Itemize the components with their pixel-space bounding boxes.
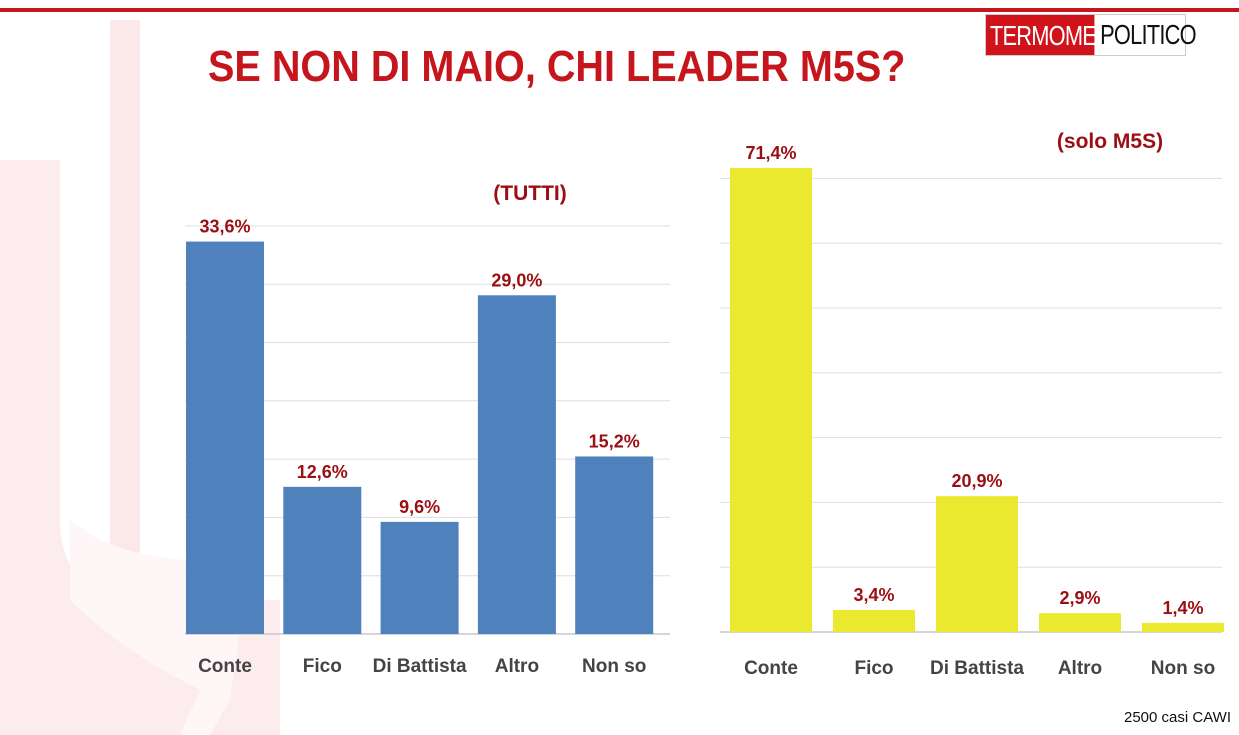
data-label: 1,4% — [1162, 598, 1203, 618]
bar-altro — [1039, 613, 1121, 632]
category-label: Di Battista — [373, 656, 467, 677]
bar-non-so — [1142, 622, 1224, 632]
data-label: 20,9% — [951, 471, 1002, 491]
category-label: Non so — [1151, 658, 1215, 679]
data-label: 2,9% — [1059, 588, 1100, 608]
category-label: Fico — [303, 656, 342, 677]
data-label: 33,6% — [199, 217, 250, 237]
bar-conte — [186, 241, 264, 634]
bar-fico — [283, 486, 362, 634]
chart-subtitle: (TUTTI) — [493, 182, 566, 205]
data-label: 12,6% — [297, 462, 348, 482]
bar-di-battista — [936, 496, 1018, 632]
bar-altro — [477, 295, 556, 634]
bar-conte — [730, 167, 812, 632]
category-label: Di Battista — [930, 658, 1024, 679]
data-label: 29,0% — [491, 270, 542, 290]
data-label: 15,2% — [589, 431, 640, 451]
category-label: Altro — [495, 656, 539, 677]
bar-fico — [833, 609, 915, 632]
bar-di-battista — [380, 521, 459, 634]
data-label: 3,4% — [853, 585, 894, 605]
category-label: Conte — [198, 656, 252, 677]
data-label: 71,4% — [745, 143, 796, 163]
page-title: SE NON DI MAIO, CHI LEADER M5S? — [208, 42, 906, 91]
top-accent-bar — [0, 8, 1239, 12]
data-label: 9,6% — [399, 497, 440, 517]
category-label: Conte — [744, 658, 798, 679]
sample-footnote: 2500 casi CAWI — [1124, 709, 1231, 726]
chart-subtitle: (solo M5S) — [1057, 130, 1163, 153]
brand-logo: TERMOMETRO POLITICO — [985, 14, 1197, 56]
category-label: Non so — [582, 656, 646, 677]
bar-non-so — [575, 456, 654, 634]
category-label: Fico — [854, 658, 893, 679]
category-label: Altro — [1058, 658, 1102, 679]
